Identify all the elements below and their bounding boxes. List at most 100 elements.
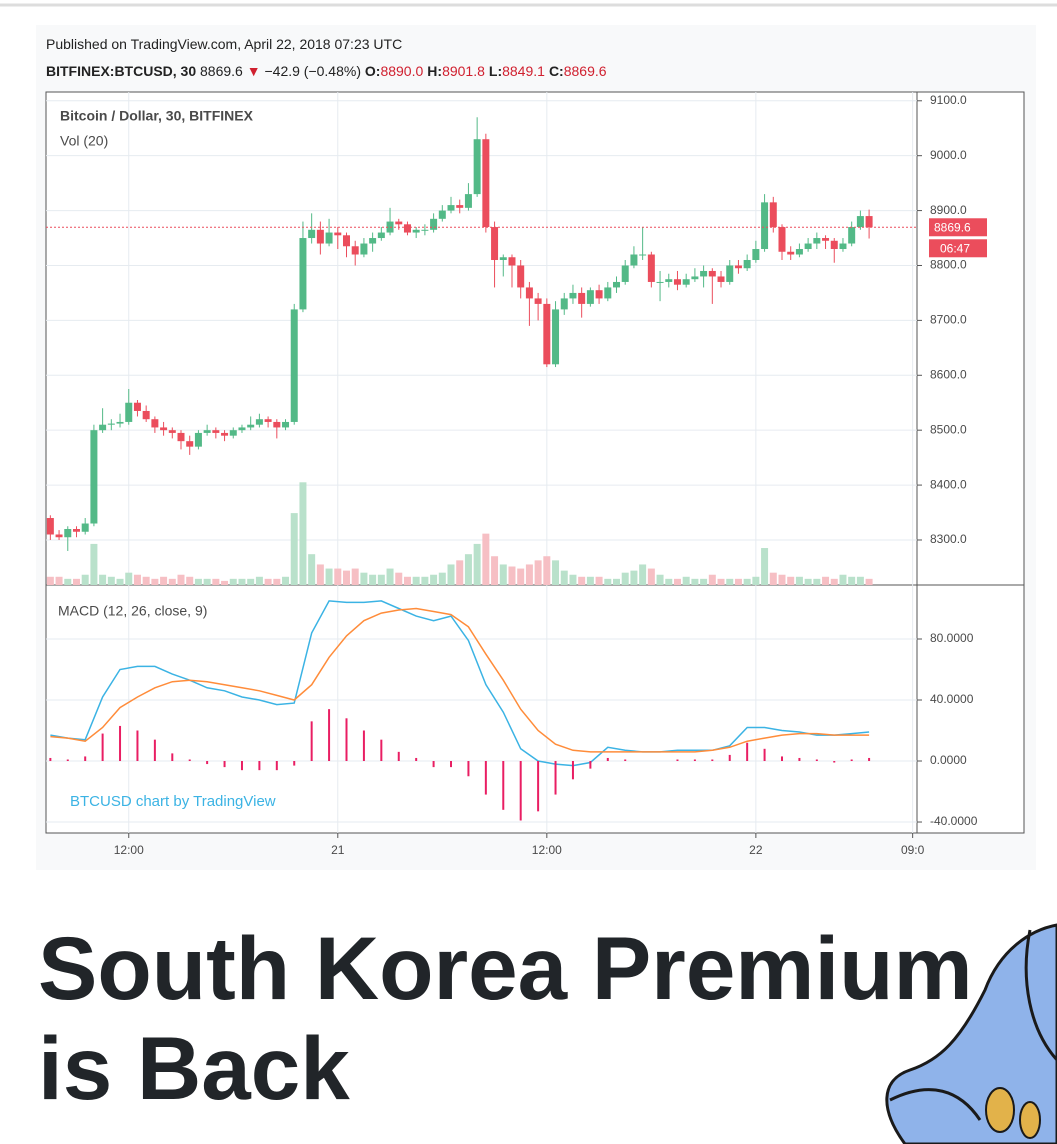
volume-bar (673, 578, 681, 585)
volume-bar (848, 576, 856, 585)
symbol: BITFINEX:BTCUSD, 30 (46, 63, 197, 79)
candle-body (499, 257, 507, 260)
candle-body (743, 259, 751, 269)
headline: South Korea Premium is Back (38, 918, 973, 1118)
y-tick-label: 8600.0 (930, 367, 967, 381)
volume-bar (334, 568, 342, 585)
candle-body (830, 240, 838, 250)
ohlc-value: 8901.8 (442, 63, 485, 79)
volume-bar (813, 578, 821, 585)
candle-body (848, 227, 856, 244)
volume-bar (64, 578, 72, 585)
candle-body (229, 430, 237, 436)
candle-body (107, 423, 115, 425)
candle-body (412, 229, 420, 233)
volume-bar (491, 556, 499, 585)
plot-frame (45, 91, 1025, 834)
candle-body (647, 254, 655, 282)
marks (46, 117, 917, 821)
candle-body (560, 298, 568, 310)
candle-body (403, 224, 411, 233)
candle-body (586, 290, 594, 304)
y-tick-label: 8700.0 (930, 313, 967, 327)
ohlc-label: C: (548, 63, 564, 79)
candle-body (604, 287, 612, 299)
volume-bar (761, 548, 769, 585)
candle-body (578, 292, 586, 304)
candle-body (508, 257, 516, 266)
candle-body (630, 254, 638, 266)
labels: 12:00 21 12:00 22 09:0 8300.0 8400.0 8500.0 8600… (58, 93, 987, 857)
volume-bar (621, 572, 629, 585)
volume-bar (133, 574, 141, 585)
volume-bar (325, 568, 333, 585)
candle-body (839, 243, 847, 250)
candle-body (691, 276, 699, 280)
volume-bar (238, 578, 246, 585)
volume-bar (856, 576, 864, 585)
candle-body (795, 249, 803, 255)
candle-body (778, 227, 786, 252)
volume-bar (639, 564, 647, 585)
y-tick-label: 80.0000 (930, 631, 974, 645)
candle-body (299, 238, 307, 310)
volume-bar (743, 578, 751, 585)
candle-body (491, 227, 499, 260)
candle-body (517, 265, 525, 288)
ohlc-label: L: (488, 63, 503, 79)
volume-bar (865, 578, 873, 585)
volume-bar (613, 578, 621, 585)
candle-body (856, 216, 864, 228)
volume-bar (482, 533, 490, 585)
candle-body (734, 265, 742, 269)
volume-bar (804, 578, 812, 585)
candle-body (125, 402, 133, 422)
candle-body (316, 229, 324, 244)
ohlc-label: O: (364, 63, 381, 79)
volume-bar (839, 574, 847, 585)
candle-body (656, 281, 664, 283)
volume-bar (194, 578, 202, 585)
volume-bar (377, 574, 385, 585)
volume-bar (107, 576, 115, 585)
countdown-label: 06:47 (940, 241, 970, 255)
volume-bar (421, 576, 429, 585)
volume-bar (395, 572, 403, 585)
volume-bar (264, 578, 272, 585)
volume-bar (229, 578, 237, 585)
volume-bar (604, 578, 612, 585)
volume-bar (691, 578, 699, 585)
candle-body (456, 205, 464, 208)
volume-bar (282, 576, 290, 585)
published: Published on TradingView.com, April 22, … (46, 36, 403, 52)
volume-bar (586, 576, 594, 585)
candle-body (72, 529, 80, 532)
y-tick-label: 40.0000 (930, 692, 974, 706)
candle-body (64, 529, 72, 538)
y-tick-label: 8400.0 (930, 477, 967, 491)
candle-body (212, 430, 220, 433)
candle-body (325, 232, 333, 244)
volume-bar (430, 574, 438, 585)
volume-bar (734, 578, 742, 585)
candle-body (81, 523, 89, 532)
candle-body (151, 419, 159, 428)
candle-body (822, 238, 830, 241)
candle-body (752, 249, 760, 260)
candle-body (430, 218, 438, 230)
volume-bar (186, 576, 194, 585)
ohlc-label: H: (427, 63, 443, 79)
volume-bar (412, 576, 420, 585)
candle-body (142, 410, 150, 420)
volume-bar (342, 570, 350, 585)
x-tick-label: 21 (331, 843, 345, 857)
candle-body (813, 238, 821, 244)
x-tick-label: 12:00 (114, 843, 144, 857)
volume-bar (308, 554, 316, 585)
volume-bar (543, 556, 551, 585)
volume-bar (255, 576, 263, 585)
candle-body (342, 235, 350, 247)
illustration (885, 923, 1057, 1144)
